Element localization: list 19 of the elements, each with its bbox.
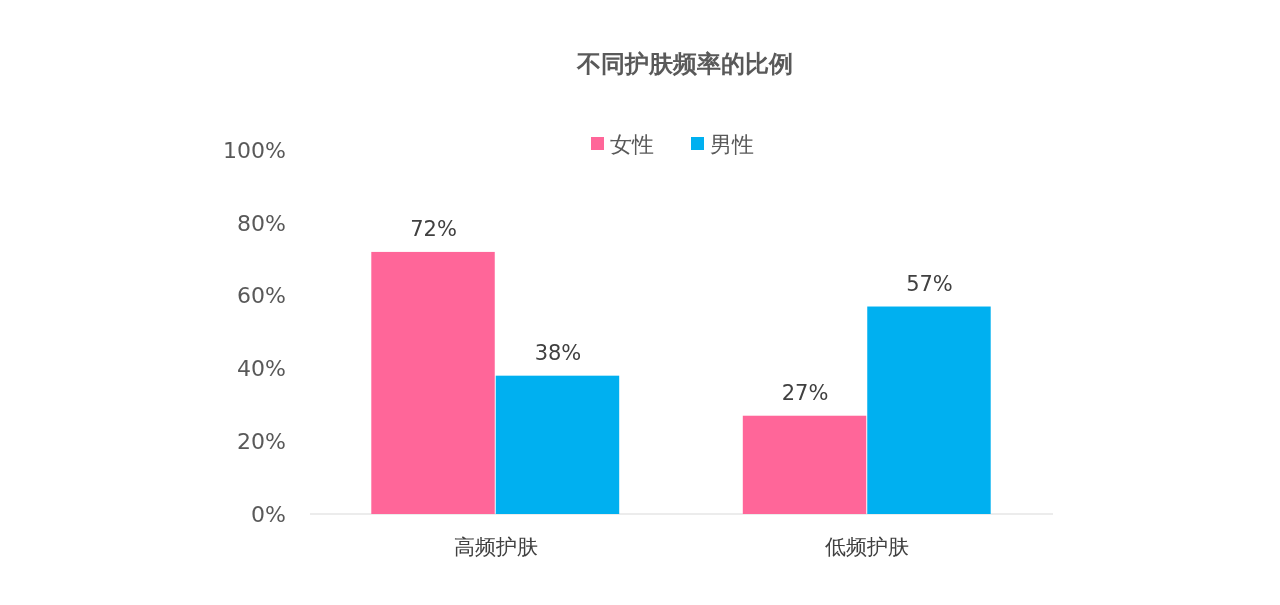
y-tick-label: 60% [237, 283, 286, 309]
data-label: 72% [410, 216, 457, 241]
y-tick-label: 20% [237, 428, 286, 454]
legend-label: 男性 [710, 131, 754, 157]
legend-label: 女性 [610, 131, 654, 157]
y-tick-label: 100% [223, 137, 286, 163]
chart-title: 不同护肤频率的比例 [576, 50, 793, 78]
y-tick-label: 0% [251, 501, 286, 527]
bar [495, 375, 620, 514]
bar [742, 415, 867, 514]
y-tick-label: 40% [237, 356, 286, 382]
x-tick-label: 高频护肤 [453, 535, 538, 559]
bar [371, 251, 495, 514]
data-label: 57% [906, 271, 953, 296]
y-tick-label: 80% [237, 210, 286, 236]
data-label: 27% [781, 380, 829, 405]
x-tick-label: 低频护肤 [825, 535, 910, 559]
bar [867, 306, 991, 514]
data-label: 38% [534, 340, 582, 365]
